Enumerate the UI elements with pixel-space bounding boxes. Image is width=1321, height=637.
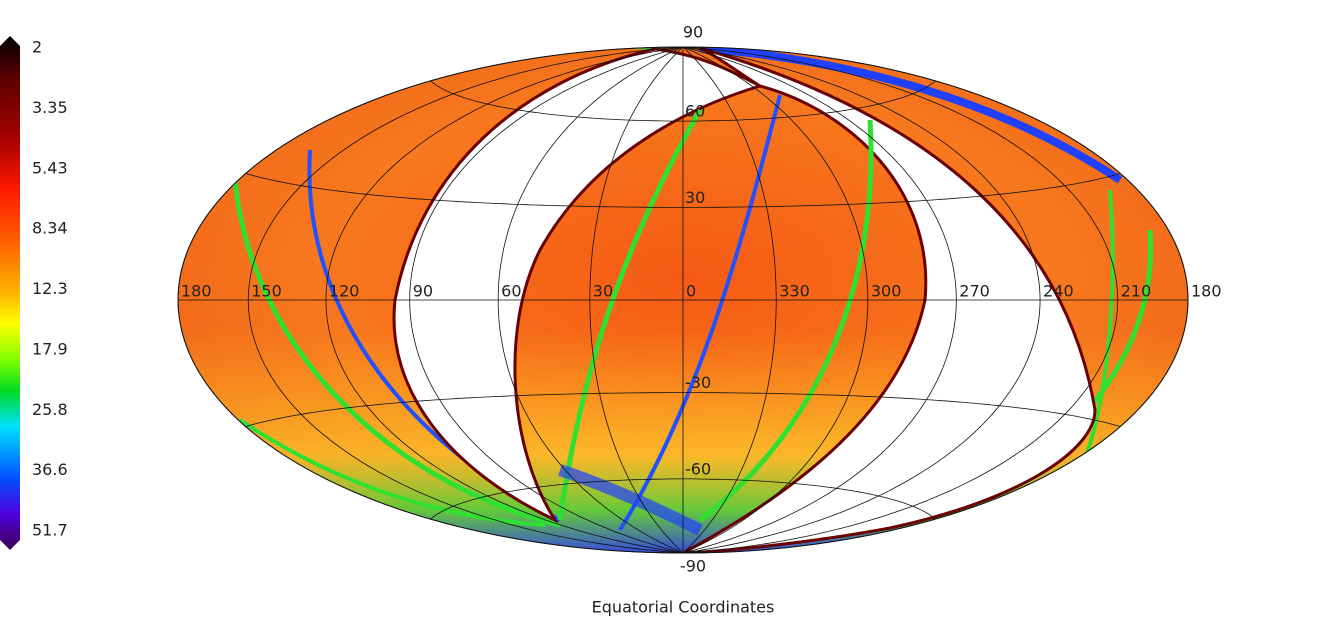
lon-label: 30 (593, 282, 613, 301)
colorbar-label: 36.6 (32, 460, 68, 479)
colorbar-label: 51.7 (32, 521, 68, 540)
scan-stripe (618, 94, 782, 532)
lat-label: -90 (680, 557, 706, 576)
colorbar-label: 17.9 (32, 339, 68, 358)
lat-label: 60 (685, 102, 705, 121)
lat-label: -30 (685, 373, 711, 392)
lat-label: -60 (685, 459, 711, 478)
lon-label: 210 (1121, 282, 1152, 301)
map-title: Equatorial Coordinates (592, 598, 775, 617)
colorbar-scale (0, 36, 20, 550)
dense-zone (558, 464, 703, 536)
lon-label: 0 (686, 282, 696, 301)
lon-label: 120 (329, 282, 360, 301)
lon-label: 270 (959, 282, 990, 301)
lon-label: 180 (181, 282, 212, 301)
parallel (430, 80, 936, 122)
colorbar-label: 5.43 (32, 158, 68, 177)
parallel (430, 478, 936, 520)
colorbar-label: 12.3 (32, 279, 68, 298)
parallel (245, 392, 1121, 427)
lon-label: 300 (871, 282, 902, 301)
scan-stripe (232, 179, 561, 528)
colorbar-label: 25.8 (32, 400, 68, 419)
gap-west (392, 47, 764, 524)
lon-label: 330 (779, 282, 810, 301)
colorbar-label: 2 (32, 38, 42, 57)
lon-label: 150 (251, 282, 282, 301)
map-border (177, 46, 1189, 554)
scan-stripe (238, 418, 546, 527)
lon-label: 240 (1043, 282, 1074, 301)
lon-label: 180 (1191, 282, 1222, 301)
scan-stripe (557, 108, 703, 521)
lat-label: 90 (683, 23, 703, 42)
lon-label: 60 (501, 282, 521, 301)
colorbar (0, 36, 20, 550)
colorbar-label: 3.35 (32, 98, 68, 117)
colorbar-label: 8.34 (32, 219, 68, 238)
parallel (245, 173, 1121, 208)
lat-label: 30 (685, 188, 705, 207)
lon-label: 90 (413, 282, 433, 301)
scan-stripe (699, 47, 1123, 184)
colorbar-labels: 2 3.35 5.43 8.34 12.3 17.9 25.8 36.6 51.7 (32, 38, 68, 540)
graticule-labels: 180 150 120 90 60 30 0 330 300 270 240 210 180906030… (181, 23, 1222, 576)
gap-east (682, 47, 1097, 553)
